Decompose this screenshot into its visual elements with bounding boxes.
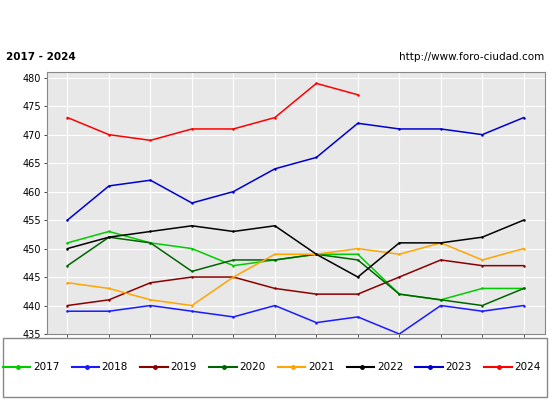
Text: 2024: 2024 bbox=[514, 362, 541, 372]
Text: http://www.foro-ciudad.com: http://www.foro-ciudad.com bbox=[399, 52, 544, 62]
Text: 2017: 2017 bbox=[33, 362, 59, 372]
Text: 2019: 2019 bbox=[170, 362, 197, 372]
FancyBboxPatch shape bbox=[3, 338, 547, 397]
Text: 2022: 2022 bbox=[377, 362, 403, 372]
Text: 2017 - 2024: 2017 - 2024 bbox=[6, 52, 75, 62]
Text: 2023: 2023 bbox=[446, 362, 472, 372]
Text: Evolucion num de emigrantes en La Carolina: Evolucion num de emigrantes en La Caroli… bbox=[103, 14, 447, 28]
Text: 2021: 2021 bbox=[308, 362, 334, 372]
Text: 2020: 2020 bbox=[239, 362, 266, 372]
Text: 2018: 2018 bbox=[102, 362, 128, 372]
